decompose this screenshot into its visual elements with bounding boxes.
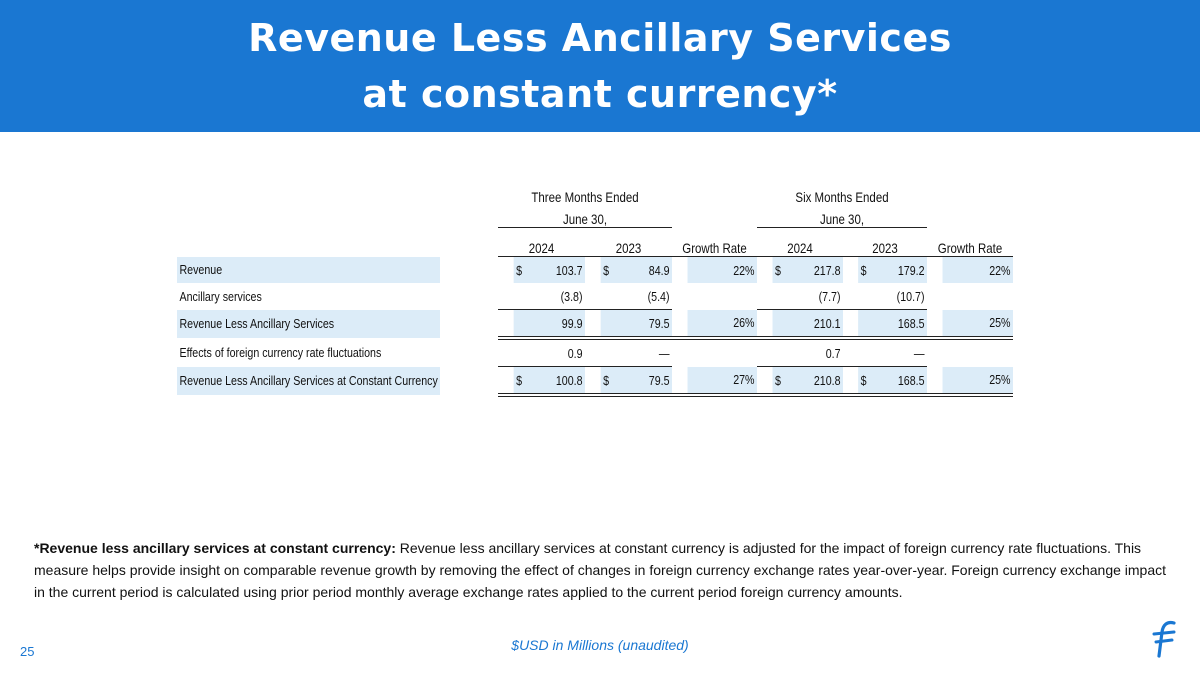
cell-h2023: $179.2	[858, 256, 928, 283]
cell-h-growth	[943, 338, 1014, 367]
currency-symbol: $	[860, 372, 867, 388]
slide-title-line-2: at constant currency*	[362, 72, 838, 116]
cell-q-growth: 27%	[687, 366, 758, 397]
cell-q2023: $79.5	[600, 366, 673, 397]
currency-symbol: $	[603, 372, 610, 388]
row-label: Revenue Less Ancillary Services at Const…	[177, 366, 441, 395]
group-header-row-1: Three Months Ended Six Months Ended	[177, 183, 1013, 205]
group-subheader-three-months: June 30,	[513, 205, 657, 228]
cell-q2023: 79.5	[600, 309, 673, 340]
cell-h2023: 168.5	[858, 309, 928, 340]
table-row-revenue: Revenue $103.7 $84.9 22% $217.8 $179.2 2…	[177, 256, 1014, 283]
cell-q2024: $100.8	[513, 366, 586, 397]
row-label: Effects of foreign currency rate fluctua…	[179, 344, 382, 360]
currency-symbol: $	[774, 262, 781, 278]
col-header: 2023	[850, 227, 920, 257]
revenue-table: Three Months Ended Six Months Ended June…	[177, 183, 1014, 397]
column-header-row: 2024 2023 Growth Rate 2024 2023 Growth R…	[177, 227, 1013, 257]
table-row-ancillary: Ancillary services (3.8) (5.4) (7.7) (10…	[177, 283, 1013, 310]
cell-h-growth: 25%	[942, 309, 1014, 340]
cell-h2024: 0.7	[772, 338, 844, 367]
currency-symbol: $	[516, 262, 523, 278]
table-row-constant-currency: Revenue Less Ancillary Services at Const…	[177, 366, 1014, 397]
row-label: Revenue	[177, 256, 441, 283]
col-header: Growth Rate	[679, 227, 750, 257]
row-label: Revenue Less Ancillary Services	[177, 309, 441, 338]
cell-h2023: —	[858, 338, 928, 367]
cell-q2023: (5.4)	[600, 283, 673, 310]
footnote-text: Revenue less ancillary services at const…	[34, 540, 1167, 600]
table-row-fx-effects: Effects of foreign currency rate fluctua…	[177, 338, 1013, 367]
col-header: 2024	[764, 227, 836, 257]
footnote-lead: *Revenue less ancillary services at cons…	[34, 540, 396, 556]
cell-h2024: 210.1	[772, 309, 844, 340]
cell-q2023: $84.9	[600, 256, 673, 283]
col-header: 2023	[592, 227, 665, 257]
cell-q2024: (3.8)	[513, 283, 586, 310]
currency-symbol: $	[774, 372, 781, 388]
currency-symbol: $	[860, 262, 867, 278]
cell-q2024: 99.9	[513, 309, 586, 340]
page-number: 25	[20, 644, 35, 659]
cell-h-growth: 25%	[942, 366, 1014, 397]
units-note: $USD in Millions (unaudited)	[511, 637, 689, 653]
group-header-three-months: Three Months Ended	[531, 189, 639, 205]
cell-q2024: $103.7	[513, 256, 586, 283]
cell-q-growth: 26%	[687, 309, 758, 340]
cell-h-growth: 22%	[942, 256, 1014, 283]
currency-symbol: $	[516, 372, 523, 388]
group-header-row-2: June 30, June 30,	[177, 205, 1013, 228]
footnote: *Revenue less ancillary services at cons…	[34, 537, 1174, 603]
slide-title-banner: Revenue Less Ancillary Services at const…	[0, 0, 1200, 132]
col-header: Growth Rate	[934, 227, 1006, 257]
cell-q2024: 0.9	[513, 338, 586, 367]
group-subheader-six-months: June 30,	[772, 205, 912, 228]
cell-q-growth: 22%	[687, 256, 758, 283]
cell-h2023: $168.5	[858, 366, 928, 397]
cell-h2024: (7.7)	[772, 283, 844, 310]
flywire-logo-icon	[1152, 620, 1176, 658]
cell-q-growth	[687, 338, 757, 367]
cell-h2023: (10.7)	[858, 283, 928, 310]
cell-h2024: $210.8	[772, 366, 844, 397]
currency-symbol: $	[603, 262, 610, 278]
group-header-six-months: Six Months Ended	[795, 189, 889, 205]
cell-h-growth	[943, 283, 1014, 310]
col-header: 2024	[505, 227, 578, 257]
slide-title-line-1: Revenue Less Ancillary Services	[248, 16, 952, 60]
cell-h2024: $217.8	[772, 256, 844, 283]
cell-q2023: —	[600, 338, 673, 367]
row-label: Ancillary services	[179, 288, 262, 304]
cell-q-growth	[687, 283, 757, 310]
table-row-revenue-less-ancillary: Revenue Less Ancillary Services 99.9 79.…	[177, 309, 1014, 340]
